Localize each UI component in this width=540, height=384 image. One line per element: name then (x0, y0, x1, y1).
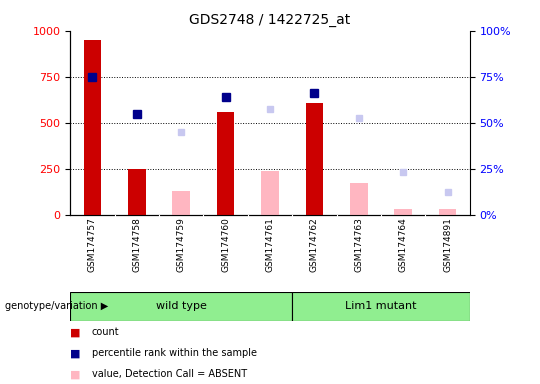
Bar (128, 169, 146, 215)
Bar (292, 292, 470, 321)
Bar (350, 183, 368, 215)
Text: count: count (92, 327, 119, 337)
Text: GSM174760: GSM174760 (221, 217, 230, 272)
Title: GDS2748 / 1422725_at: GDS2748 / 1422725_at (190, 13, 350, 27)
Text: ■: ■ (70, 327, 80, 337)
Bar (261, 171, 279, 215)
Text: GSM174761: GSM174761 (266, 217, 274, 272)
Text: GSM174891: GSM174891 (443, 217, 452, 272)
Bar (394, 209, 412, 215)
Bar (172, 191, 190, 215)
Text: GSM174762: GSM174762 (310, 217, 319, 272)
Bar (438, 209, 456, 215)
Text: wild type: wild type (156, 301, 207, 311)
Text: percentile rank within the sample: percentile rank within the sample (92, 348, 257, 358)
Bar (217, 112, 234, 215)
Text: genotype/variation ▶: genotype/variation ▶ (5, 301, 109, 311)
Text: ■: ■ (70, 369, 80, 379)
Text: ■: ■ (70, 348, 80, 358)
Bar (306, 103, 323, 215)
Bar (84, 40, 102, 215)
Bar (70, 292, 292, 321)
Text: Lim1 mutant: Lim1 mutant (345, 301, 417, 311)
Text: GSM174759: GSM174759 (177, 217, 186, 272)
Text: GSM174758: GSM174758 (132, 217, 141, 272)
Text: value, Detection Call = ABSENT: value, Detection Call = ABSENT (92, 369, 247, 379)
Text: GSM174763: GSM174763 (354, 217, 363, 272)
Text: GSM174764: GSM174764 (399, 217, 408, 272)
Text: GSM174757: GSM174757 (88, 217, 97, 272)
